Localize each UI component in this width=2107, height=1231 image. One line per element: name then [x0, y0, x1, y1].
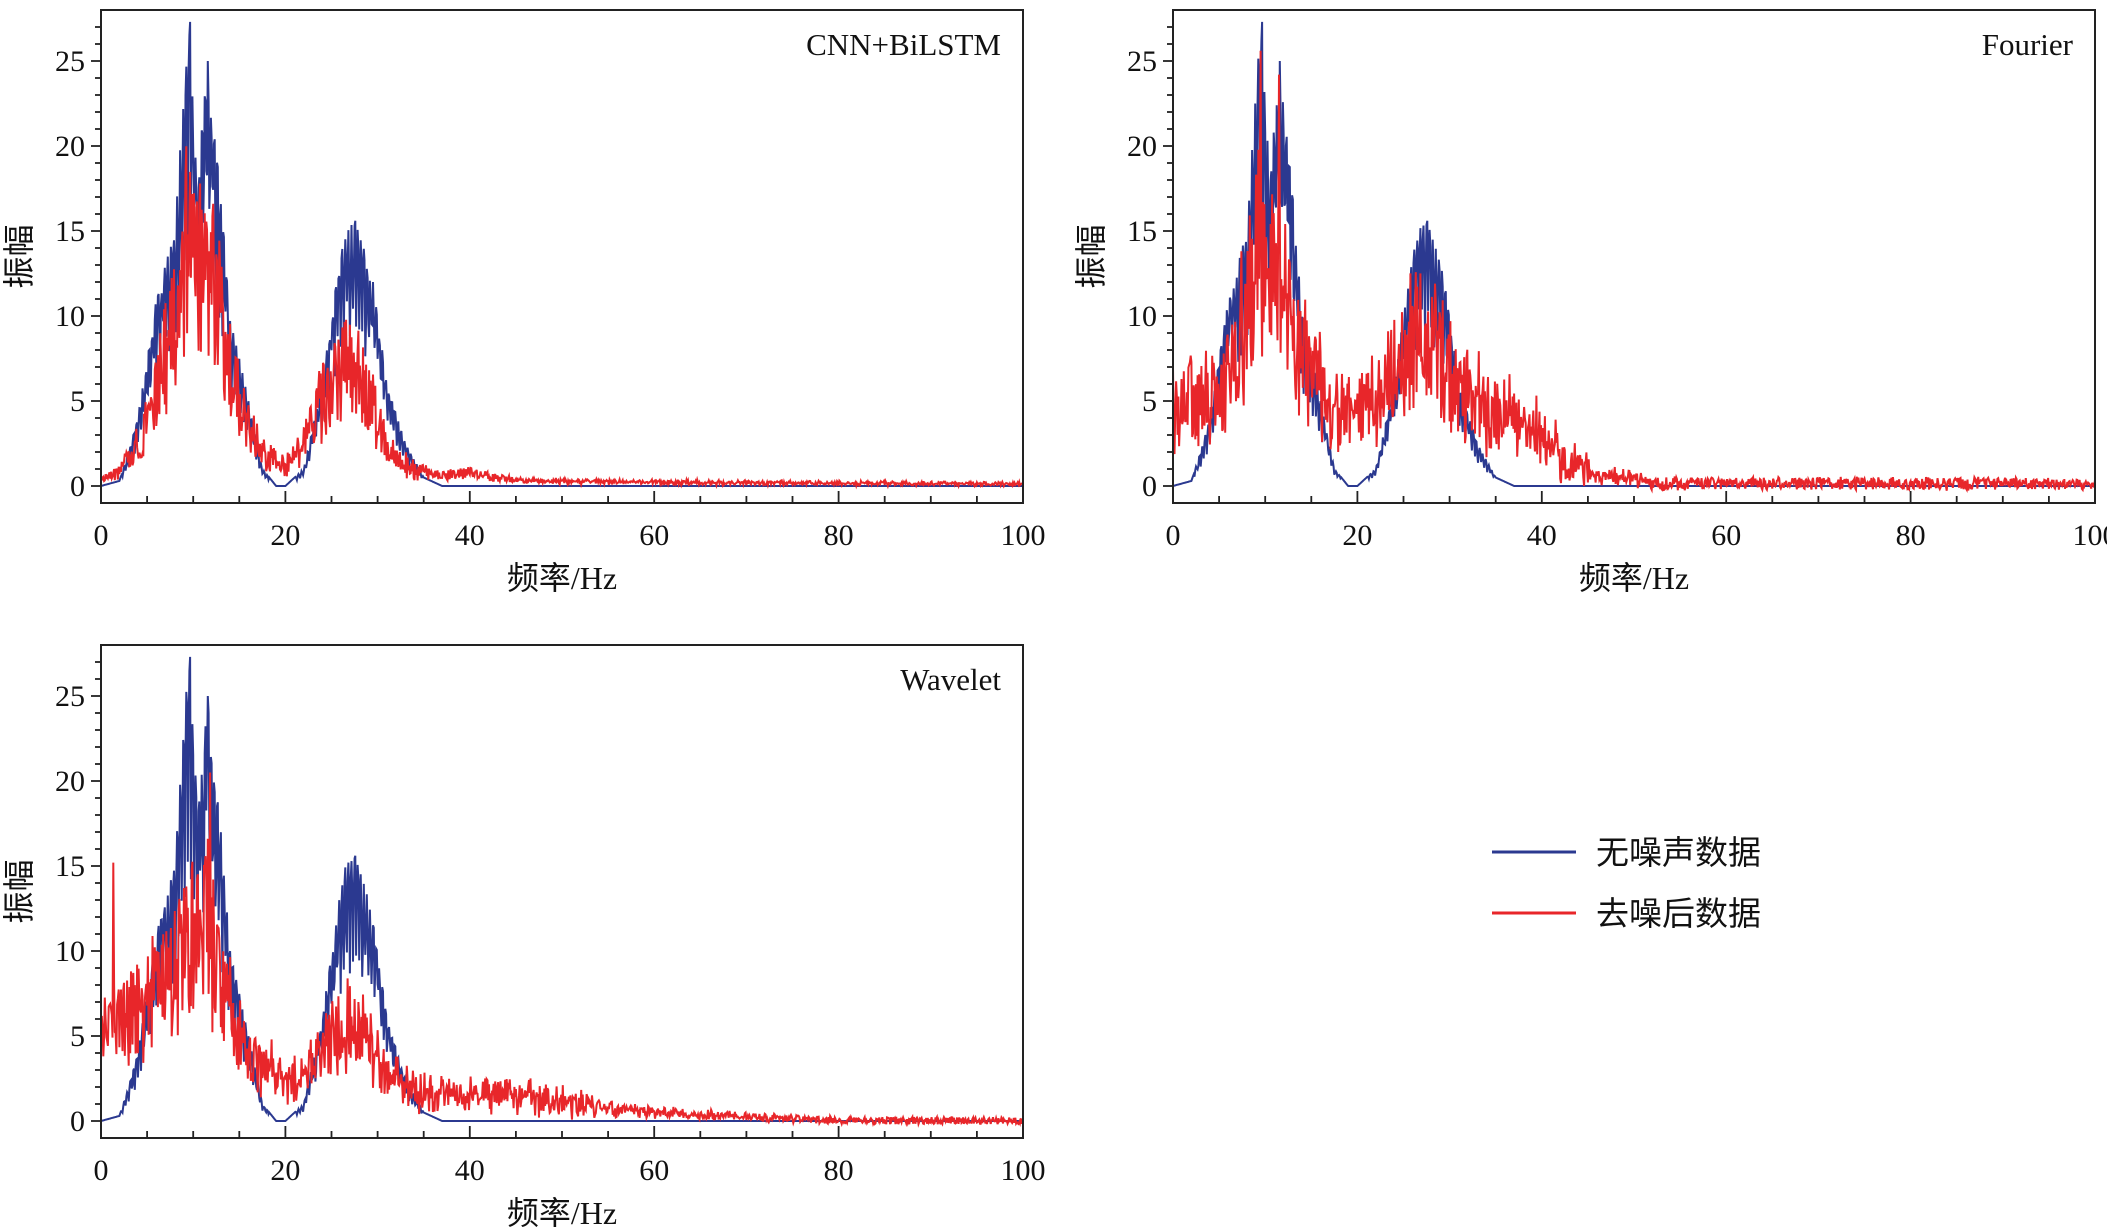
y-tick-label: 25 [55, 680, 85, 713]
y-tick-label: 0 [1142, 470, 1157, 503]
series-line-denoised [101, 772, 1023, 1128]
panel-title: Fourier [1982, 27, 2074, 62]
x-axis-title: 频率/Hz [507, 1195, 617, 1231]
y-tick-label: 25 [55, 45, 85, 78]
y-tick-label: 5 [70, 385, 85, 418]
y-tick-label: 25 [1127, 45, 1157, 78]
legend-label-clean: 无噪声数据 [1596, 835, 1761, 872]
legend: 无噪声数据 去噪后数据 [1492, 835, 1761, 933]
x-axis-title: 频率/Hz [507, 560, 617, 596]
x-axis-title: 频率/Hz [1579, 560, 1689, 596]
y-tick-label: 0 [70, 470, 85, 503]
y-tick-label: 20 [55, 765, 85, 798]
y-tick-label: 20 [1127, 130, 1157, 163]
y-tick-label: 10 [55, 935, 85, 968]
x-tick-label: 0 [1166, 519, 1181, 552]
y-tick-label: 0 [70, 1105, 85, 1138]
y-tick-label: 15 [55, 215, 85, 248]
chart-panel-wavelet: 频率/Hz 振幅 0 20 40 60 80 100 0 5 10 15 20 25 Wavelet [1, 644, 1046, 1231]
chart-panel-cnn-bilstm: 频率/Hz 振幅 0 20 40 60 80 100 0 5 10 15 20 25 CNN+BiLST… [1, 9, 1046, 596]
chart-panel-fourier: 频率/Hz 振幅 0 20 40 60 80 100 0 5 10 15 20 25 Fourier [1073, 9, 2107, 596]
x-tick-label: 60 [1711, 519, 1741, 552]
y-axis-title: 振幅 [1, 224, 37, 288]
x-tick-label: 60 [639, 519, 669, 552]
x-tick-label: 20 [270, 1154, 300, 1187]
x-tick-label: 0 [94, 519, 109, 552]
x-tick-label: 80 [824, 1154, 854, 1187]
y-tick-label: 20 [55, 130, 85, 163]
x-tick-label: 100 [1001, 1154, 1046, 1187]
legend-label-denoised: 去噪后数据 [1596, 896, 1761, 933]
x-tick-label: 20 [1342, 519, 1372, 552]
x-tick-label: 100 [2073, 519, 2107, 552]
plot-frame [1172, 9, 2096, 504]
y-axis-title: 振幅 [1, 859, 37, 923]
x-tick-label: 80 [824, 519, 854, 552]
y-axis-title: 振幅 [1073, 224, 1109, 288]
x-tick-label: 40 [455, 1154, 485, 1187]
series-line-clean [1173, 21, 2095, 487]
x-tick-label: 0 [94, 1154, 109, 1187]
y-tick-label: 10 [1127, 300, 1157, 333]
x-tick-label: 60 [639, 1154, 669, 1187]
x-tick-label: 100 [1001, 519, 1046, 552]
y-tick-label: 15 [1127, 215, 1157, 248]
y-tick-label: 10 [55, 300, 85, 333]
y-tick-label: 5 [70, 1020, 85, 1053]
y-tick-label: 15 [55, 850, 85, 883]
series-line-denoised [1173, 50, 2095, 494]
panel-title: Wavelet [900, 662, 1001, 697]
panel-title: CNN+BiLSTM [806, 27, 1001, 62]
x-tick-label: 40 [455, 519, 485, 552]
x-tick-label: 80 [1896, 519, 1926, 552]
x-tick-label: 20 [270, 519, 300, 552]
x-tick-label: 40 [1527, 519, 1557, 552]
y-tick-label: 5 [1142, 385, 1157, 418]
series-line-denoised [101, 146, 1023, 490]
